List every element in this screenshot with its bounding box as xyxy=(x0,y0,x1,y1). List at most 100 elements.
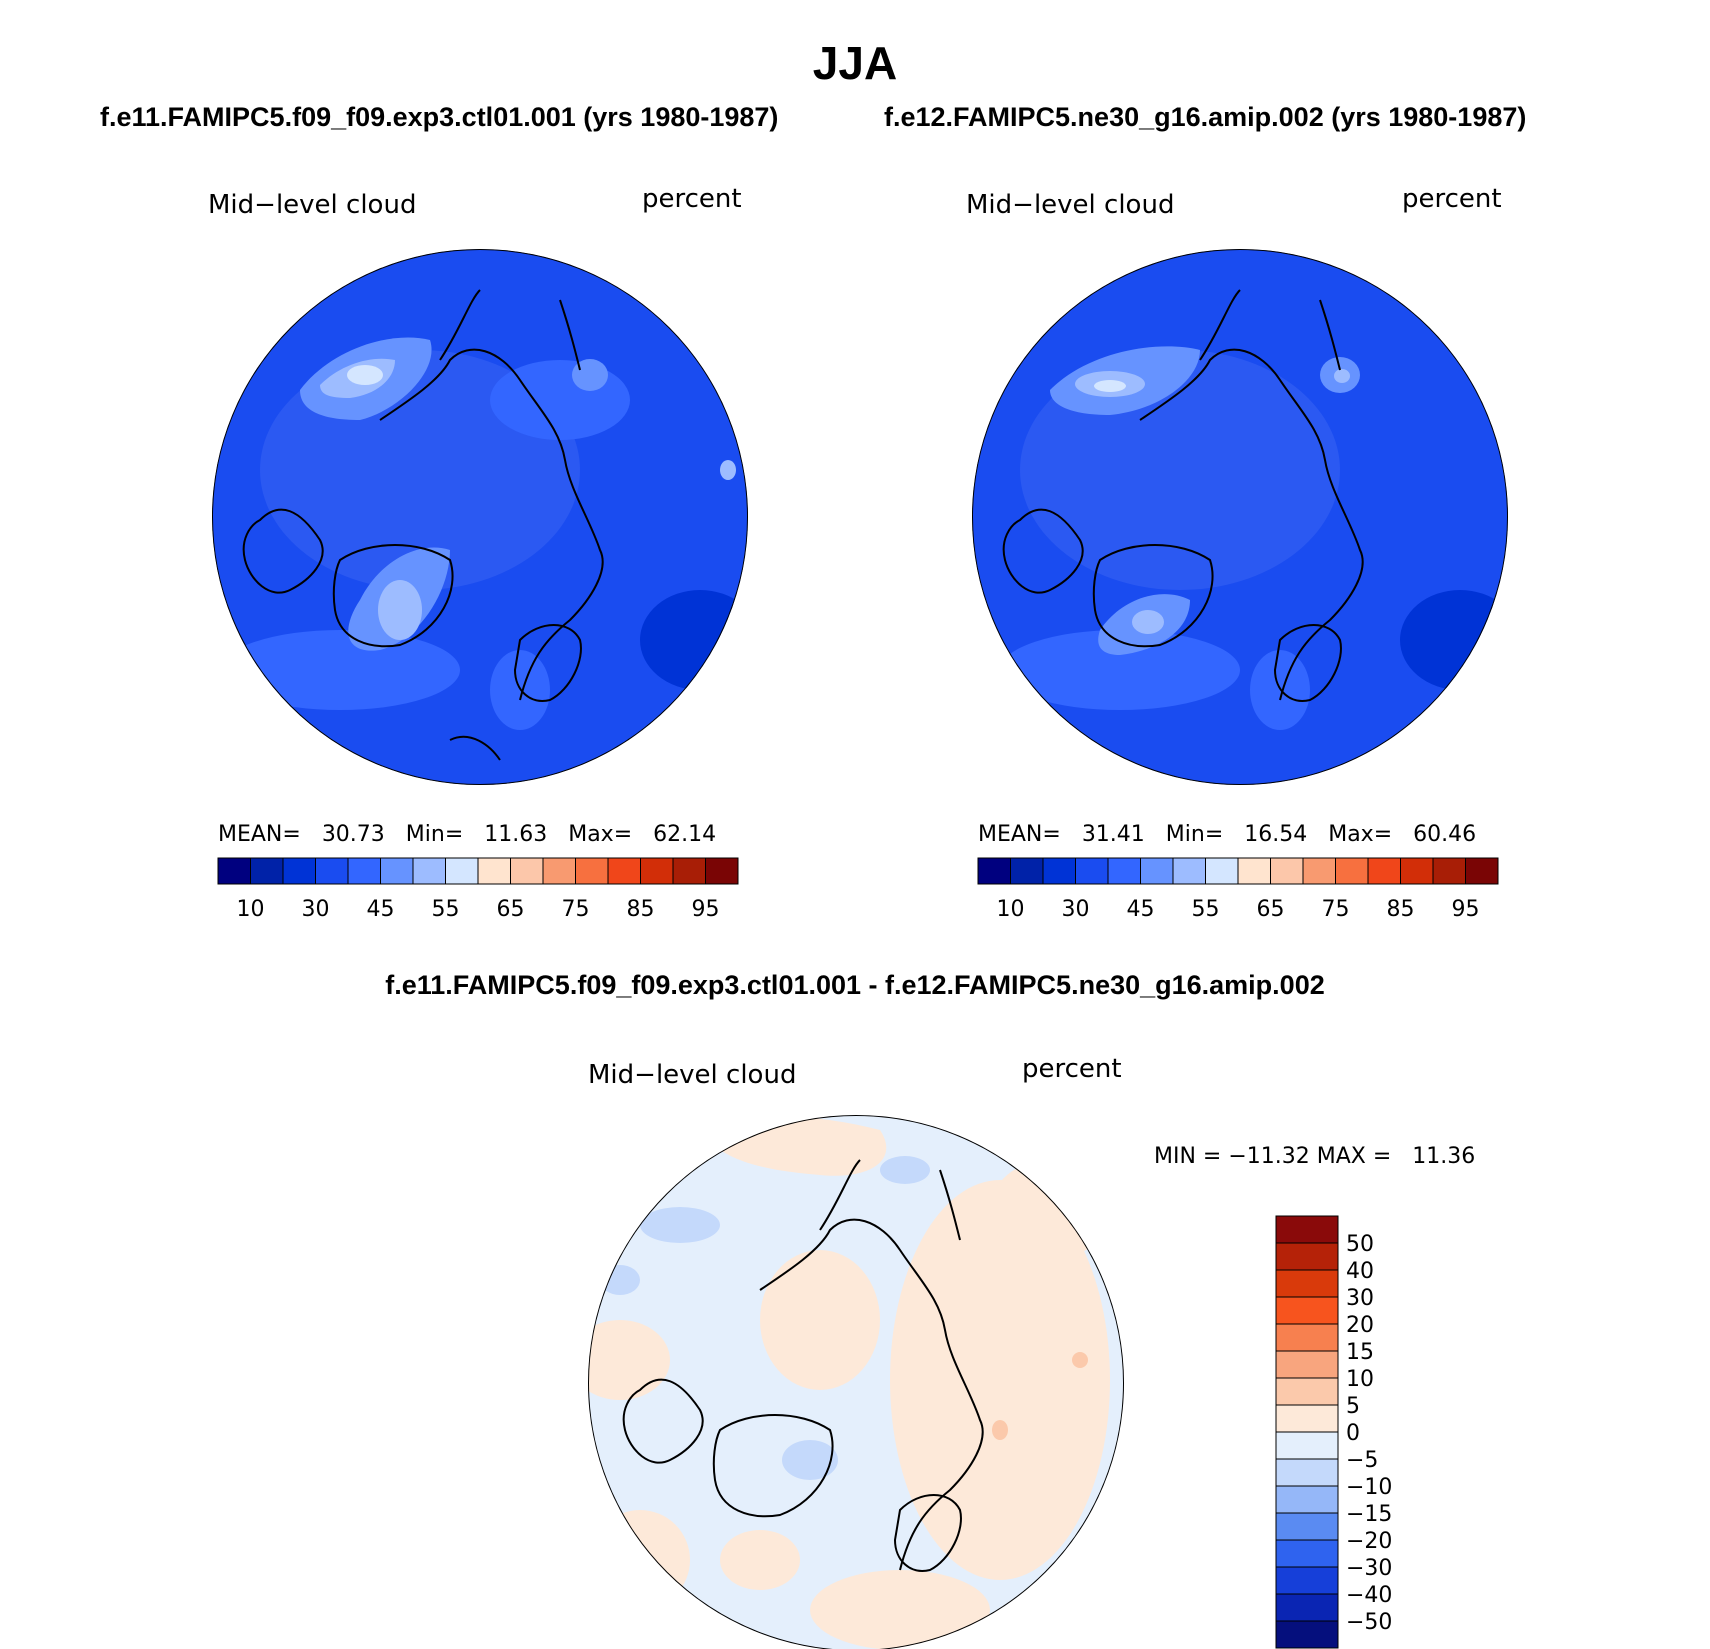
colorbar-tick-label: 10 xyxy=(997,897,1025,922)
coastlines-difference xyxy=(622,1159,984,1572)
colorbar-swatch xyxy=(1275,1242,1339,1271)
colorbar-tick-label: 50 xyxy=(1346,1232,1374,1257)
colorbar-tick-label: −20 xyxy=(1346,1529,1392,1554)
colorbar-swatch xyxy=(1275,1215,1339,1244)
colorbar-swatch xyxy=(1275,1431,1339,1460)
colorbar-tick-label: 75 xyxy=(562,897,590,922)
panel2-mean-label: MEAN= xyxy=(978,822,1061,847)
colorbar-swatch xyxy=(1275,1404,1339,1433)
colorbar-swatch xyxy=(1075,857,1109,885)
coastlines-panel1 xyxy=(242,289,604,761)
colorbar-tick-label: −10 xyxy=(1346,1475,1392,1500)
colorbar-swatch xyxy=(1275,1350,1339,1379)
season-title: JJA xyxy=(812,37,898,89)
colorbar-swatch xyxy=(1275,1296,1339,1325)
colorbar-tick-label: 30 xyxy=(1346,1286,1374,1311)
map-difference xyxy=(588,1115,1124,1649)
colorbar-swatch xyxy=(1302,857,1336,885)
colorbar-tick-label: 95 xyxy=(692,897,720,922)
difference-title: f.e11.FAMIPC5.f09_f09.exp3.ctl01.001 - f… xyxy=(385,970,1325,1000)
colorbar-swatch xyxy=(380,857,414,885)
panel1-min-label: Min= xyxy=(405,822,464,847)
colorbar-tick-label: 30 xyxy=(302,897,330,922)
colorbar-swatch xyxy=(542,857,576,885)
colorbar-panel1: 10 30 45 55 65 75 85 95 xyxy=(217,857,739,922)
colorbar-swatch xyxy=(412,857,446,885)
colorbar-swatch xyxy=(1205,857,1239,885)
panel1-mean-value: 30.73 xyxy=(321,822,385,847)
colorbar-tick-label: 20 xyxy=(1346,1313,1374,1338)
panel2-units-label: percent xyxy=(1402,184,1502,214)
colorbar-tick-label: −15 xyxy=(1346,1502,1392,1527)
panel2-mean-value: 31.41 xyxy=(1081,822,1145,847)
colorbar-swatch xyxy=(510,857,544,885)
colorbar-tick-label: 15 xyxy=(1346,1340,1374,1365)
difference-minmax: MIN = −11.32 MAX = 11.36 xyxy=(1154,1144,1476,1169)
colorbar-swatch xyxy=(217,857,251,885)
colorbar-swatch xyxy=(1275,1485,1339,1514)
colorbar-swatch xyxy=(347,857,381,885)
colorbar-tick-label: 40 xyxy=(1346,1259,1374,1284)
panel2-min-label: Min= xyxy=(1165,822,1224,847)
colorbar-tick-label: 65 xyxy=(497,897,525,922)
colorbar-swatch xyxy=(575,857,609,885)
colorbar-swatch xyxy=(1107,857,1141,885)
colorbar-swatch xyxy=(1275,1512,1339,1541)
colorbar-swatch xyxy=(1275,1620,1339,1649)
colorbar-swatch xyxy=(1275,1593,1339,1622)
colorbar-tick-label: 95 xyxy=(1452,897,1480,922)
colorbar-swatch xyxy=(315,857,349,885)
colorbar-tick-label: 85 xyxy=(627,897,655,922)
colorbar-tick-label: 30 xyxy=(1062,897,1090,922)
colorbar-swatch xyxy=(977,857,1011,885)
colorbar-swatch xyxy=(1275,1269,1339,1298)
colorbar-tick-label: 0 xyxy=(1346,1421,1360,1446)
colorbar-swatch xyxy=(1237,857,1271,885)
colorbar-swatch xyxy=(1465,857,1499,885)
panel1-min-value: 11.63 xyxy=(484,822,548,847)
colorbar-swatch xyxy=(1275,1323,1339,1352)
panel2-stats: MEAN= 31.41 Min= 16.54 Max= 60.46 xyxy=(978,822,1476,847)
colorbar-swatch xyxy=(1400,857,1434,885)
colorbar-tick-label: 10 xyxy=(237,897,265,922)
panel1-mean-label: MEAN= xyxy=(218,822,301,847)
colorbar-tick-label: 55 xyxy=(1192,897,1220,922)
colorbar-tick-label: 75 xyxy=(1322,897,1350,922)
panel1-max-value: 62.14 xyxy=(653,822,717,847)
panel2-max-value: 60.46 xyxy=(1413,822,1477,847)
panel1-units-label: percent xyxy=(642,184,742,214)
panel1-variable-label: Mid−level cloud xyxy=(208,190,417,220)
colorbar-swatch xyxy=(1270,857,1304,885)
colorbar-tick-label: 45 xyxy=(367,897,395,922)
map-panel2 xyxy=(972,249,1508,785)
colorbar-swatch xyxy=(1275,1566,1339,1595)
colorbar-swatch xyxy=(640,857,674,885)
colorbar-swatch xyxy=(672,857,706,885)
colorbar-swatch xyxy=(607,857,641,885)
colorbar-tick-label: −30 xyxy=(1346,1556,1392,1581)
colorbar-swatch xyxy=(282,857,316,885)
map-panel1 xyxy=(212,249,748,785)
colorbar-tick-label: −50 xyxy=(1346,1610,1392,1635)
colorbar-tick-label: 5 xyxy=(1346,1394,1360,1419)
colorbar-tick-label: 65 xyxy=(1257,897,1285,922)
colorbar-panel2: 10 30 45 55 65 75 85 95 xyxy=(977,857,1499,922)
difference-units-label: percent xyxy=(1022,1054,1122,1084)
difference-variable-label: Mid−level cloud xyxy=(588,1060,797,1090)
colorbar-swatch xyxy=(477,857,511,885)
colorbar-swatch xyxy=(705,857,739,885)
panel2-variable-label: Mid−level cloud xyxy=(966,190,1175,220)
colorbar-swatch xyxy=(1367,857,1401,885)
colorbar-swatch xyxy=(1335,857,1369,885)
colorbar-swatch xyxy=(1275,1377,1339,1406)
colorbar-swatch xyxy=(250,857,284,885)
coastlines-panel2 xyxy=(1002,289,1364,702)
colorbar-tick-label: 45 xyxy=(1127,897,1155,922)
panel1-case-title: f.e11.FAMIPC5.f09_f09.exp3.ctl01.001 (yr… xyxy=(100,102,779,132)
colorbar-tick-label: 55 xyxy=(432,897,460,922)
colorbar-swatch xyxy=(1042,857,1076,885)
colorbar-tick-label: 85 xyxy=(1387,897,1415,922)
colorbar-swatch xyxy=(1172,857,1206,885)
